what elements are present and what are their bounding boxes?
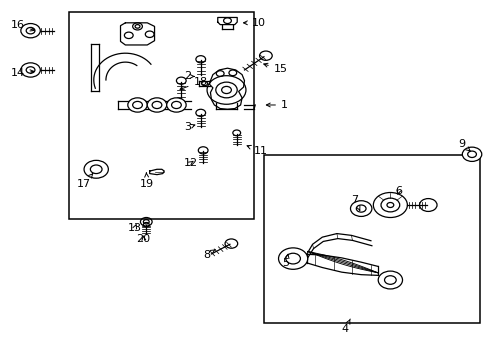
Text: 2: 2 bbox=[183, 71, 194, 81]
Text: 19: 19 bbox=[140, 173, 154, 189]
Text: 10: 10 bbox=[243, 18, 265, 28]
Circle shape bbox=[26, 67, 35, 73]
Text: 9: 9 bbox=[458, 139, 469, 151]
Circle shape bbox=[278, 248, 307, 269]
Text: 7: 7 bbox=[351, 195, 359, 210]
Text: 1: 1 bbox=[266, 100, 287, 110]
Circle shape bbox=[21, 23, 40, 38]
Circle shape bbox=[467, 151, 475, 157]
Text: 17: 17 bbox=[77, 174, 93, 189]
Text: 14: 14 bbox=[11, 68, 34, 78]
Circle shape bbox=[166, 98, 186, 112]
Text: 16: 16 bbox=[11, 19, 34, 31]
Text: 3: 3 bbox=[183, 122, 194, 132]
Text: 15: 15 bbox=[263, 63, 287, 74]
Text: 20: 20 bbox=[136, 234, 150, 244]
Bar bbox=[69, 12, 254, 219]
Text: 8: 8 bbox=[203, 249, 215, 260]
Circle shape bbox=[26, 27, 35, 34]
Text: 18: 18 bbox=[180, 77, 207, 90]
Circle shape bbox=[350, 201, 371, 216]
Bar bbox=[264, 155, 479, 323]
Text: 12: 12 bbox=[183, 158, 198, 168]
Circle shape bbox=[461, 147, 481, 161]
Circle shape bbox=[90, 165, 102, 174]
Text: 5: 5 bbox=[282, 254, 289, 268]
Circle shape bbox=[127, 98, 147, 112]
Text: 6: 6 bbox=[394, 186, 402, 196]
Circle shape bbox=[152, 102, 162, 109]
Text: 4: 4 bbox=[341, 319, 349, 334]
Circle shape bbox=[377, 271, 402, 289]
Circle shape bbox=[356, 205, 366, 212]
Circle shape bbox=[171, 102, 181, 109]
Circle shape bbox=[132, 102, 142, 109]
Circle shape bbox=[21, 63, 40, 77]
Text: 13: 13 bbox=[127, 223, 142, 233]
Circle shape bbox=[285, 253, 300, 264]
Circle shape bbox=[84, 160, 108, 178]
Circle shape bbox=[384, 276, 395, 284]
Text: 11: 11 bbox=[246, 145, 268, 157]
Circle shape bbox=[147, 98, 166, 112]
